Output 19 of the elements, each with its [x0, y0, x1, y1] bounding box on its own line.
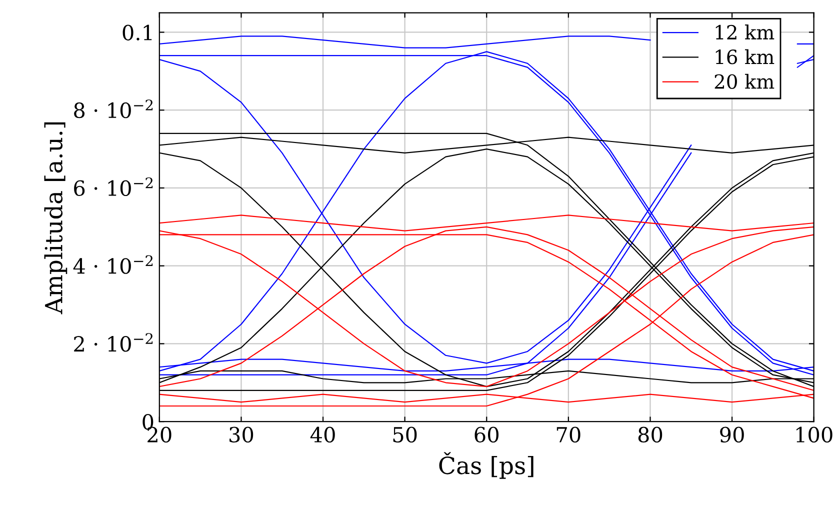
y-tick-label: 0.1 — [122, 24, 152, 40]
x-axis-title: Čas [ps] — [439, 452, 534, 479]
x-tick-label: 70 — [556, 426, 580, 443]
line-series — [159, 214, 814, 232]
x-tick-label: 80 — [638, 426, 662, 443]
y-tick-label: 4 · 10$^{−2}$ — [73, 255, 153, 274]
x-tick-label: 30 — [230, 426, 254, 443]
x-tick-label: 90 — [720, 426, 744, 443]
y-tick-label: 8 · 10$^{−2}$ — [74, 99, 153, 118]
legend-label: 16 km — [716, 49, 774, 64]
y-tick-label: 6 · 10$^{−2}$ — [74, 177, 153, 196]
legend-label: 12 km — [716, 24, 774, 40]
y-axis-title: Amplituda [a.u.] — [44, 122, 68, 314]
x-tick-label: 50 — [393, 426, 417, 443]
x-tick-label: 60 — [474, 426, 498, 443]
y-tick-label: 2 · 10$^{−2}$ — [74, 333, 153, 352]
x-tick-label: 40 — [310, 426, 335, 443]
legend-label: 20 km — [714, 74, 774, 89]
x-tick-label: 100 — [796, 426, 832, 443]
